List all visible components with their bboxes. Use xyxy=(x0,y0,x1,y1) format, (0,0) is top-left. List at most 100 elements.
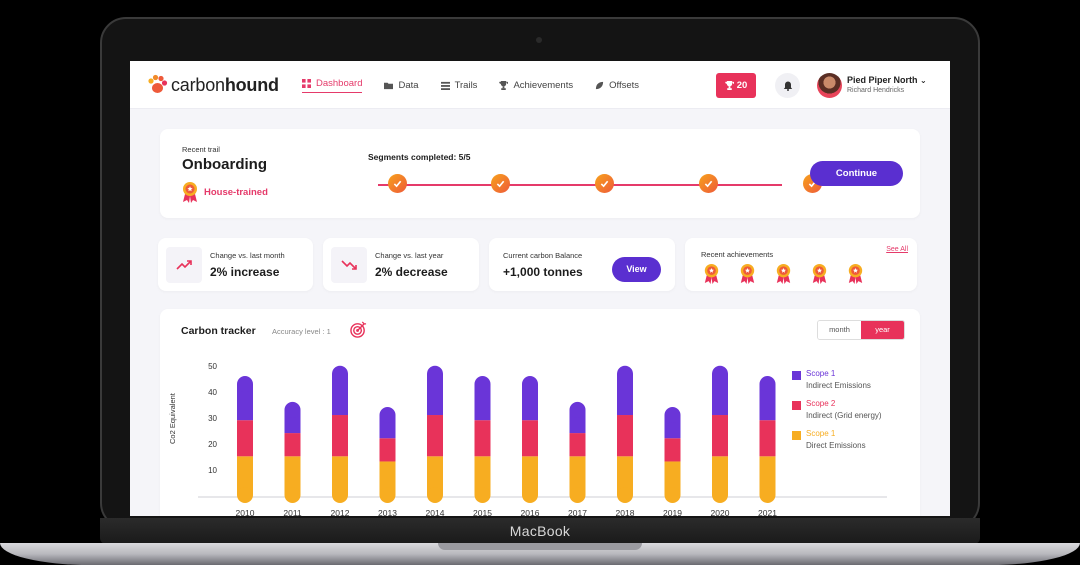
toggle-year[interactable]: year xyxy=(861,321,904,339)
x-tick-label: 2019 xyxy=(663,508,682,516)
nav-offsets[interactable]: Offsets xyxy=(595,78,639,93)
continue-button[interactable]: Continue xyxy=(810,161,903,186)
toggle-month[interactable]: month xyxy=(818,321,861,339)
notifications-button[interactable] xyxy=(775,73,800,98)
bar-segment[interactable] xyxy=(237,384,253,421)
list-icon xyxy=(440,81,450,90)
legend-item[interactable]: Scope 1 Direct Emissions xyxy=(792,429,882,450)
segments-progress-line xyxy=(378,184,782,186)
main-nav: Dashboard Data Trails Achievements Offse… xyxy=(302,78,639,93)
check-icon xyxy=(600,180,609,188)
carbon-balance-label: Current carbon Balance xyxy=(503,251,583,260)
x-tick-label: 2021 xyxy=(758,508,777,516)
bar-segment[interactable] xyxy=(569,433,586,457)
bar-cap-bottom xyxy=(474,487,491,503)
logo-text-light: carbon xyxy=(171,74,225,95)
bar-segment[interactable] xyxy=(569,456,586,495)
bar-segment[interactable] xyxy=(474,420,491,457)
nav-dashboard[interactable]: Dashboard xyxy=(302,78,363,93)
bar-segment[interactable] xyxy=(759,456,776,495)
bar-segment[interactable] xyxy=(522,456,538,495)
check-icon xyxy=(393,180,401,188)
nav-data[interactable]: Data xyxy=(384,78,419,93)
bar-segment[interactable] xyxy=(332,456,348,495)
bar-segment[interactable] xyxy=(522,420,538,457)
logo[interactable]: carbonhound xyxy=(146,74,279,96)
achievements-row xyxy=(703,263,864,289)
bar-cap-top xyxy=(522,376,538,393)
bar-cap-top xyxy=(427,365,443,382)
bar-segment[interactable] xyxy=(379,438,396,462)
achievement-medal-icon[interactable] xyxy=(847,263,864,289)
recent-achievements-card: Recent achievements See All xyxy=(685,238,917,291)
bar-segment[interactable] xyxy=(617,415,633,457)
bar-segment[interactable] xyxy=(284,456,301,495)
bar-segment[interactable] xyxy=(379,461,396,495)
x-tick-label: 2014 xyxy=(426,508,445,516)
app-screen: carbonhound Dashboard Data Trails Achiev… xyxy=(130,61,950,516)
bar-segment[interactable] xyxy=(284,433,301,457)
month-change-card: Change vs. last month 2% increase xyxy=(158,238,313,291)
avatar[interactable] xyxy=(817,73,842,98)
achievement-medal-icon[interactable] xyxy=(739,263,756,289)
folder-icon xyxy=(384,82,394,90)
device-label: MacBook xyxy=(509,523,571,539)
medal-icon xyxy=(183,182,197,203)
bar-segment[interactable] xyxy=(474,384,491,421)
bar-cap-top xyxy=(474,376,491,393)
user-menu[interactable]: Pied Piper North ⌄ xyxy=(847,75,927,85)
bar-segment[interactable] xyxy=(664,438,681,462)
legend-series-name: Scope 1 xyxy=(806,429,836,438)
bar-segment[interactable] xyxy=(712,456,728,495)
nav-achievements[interactable]: Achievements xyxy=(499,78,573,93)
achievement-medal-icon[interactable] xyxy=(811,263,828,289)
segment-complete-dot xyxy=(387,174,407,193)
bar-segment[interactable] xyxy=(712,415,728,457)
carbon-balance-value: +1,000 tonnes xyxy=(503,265,583,279)
bar-segment[interactable] xyxy=(759,384,776,421)
bar-segment[interactable] xyxy=(332,373,348,416)
bar-cap-bottom xyxy=(664,487,681,503)
bar-cap-top xyxy=(712,365,728,382)
x-tick-label: 2016 xyxy=(521,508,540,516)
bar-segment[interactable] xyxy=(237,456,253,495)
bar-segment[interactable] xyxy=(332,415,348,457)
x-tick-label: 2020 xyxy=(711,508,730,516)
segment-complete-dot xyxy=(698,174,718,193)
bar-segment[interactable] xyxy=(427,373,443,416)
bar-segment[interactable] xyxy=(759,420,776,457)
achievement-medal-icon[interactable] xyxy=(775,263,792,289)
period-toggle: month year xyxy=(817,320,905,340)
bar-segment[interactable] xyxy=(617,373,633,416)
bar-cap-bottom xyxy=(379,487,396,503)
segment-complete-dot xyxy=(595,174,614,193)
achievement-medal-icon[interactable] xyxy=(703,263,720,289)
logo-text-bold: hound xyxy=(224,74,279,95)
y-tick-label: 20 xyxy=(208,440,217,449)
bar-segment[interactable] xyxy=(712,373,728,416)
trophy-icon xyxy=(499,81,509,90)
bar-segment[interactable] xyxy=(617,456,633,495)
bar-cap-bottom xyxy=(237,487,253,503)
bar-cap-top xyxy=(569,401,586,418)
trend-up-icon xyxy=(166,247,202,283)
bar-segment[interactable] xyxy=(427,415,443,457)
view-button[interactable]: View xyxy=(612,257,661,282)
legend-swatch xyxy=(792,371,801,380)
legend-item[interactable]: Scope 1 Indirect Emissions xyxy=(792,369,882,390)
tracker-title: Carbon tracker xyxy=(181,325,256,337)
bar-segment[interactable] xyxy=(427,456,443,495)
bar-segment[interactable] xyxy=(664,461,681,495)
see-all-link[interactable]: See All xyxy=(886,246,908,253)
trophy-count-button[interactable]: 20 xyxy=(716,73,756,98)
nav-data-label: Data xyxy=(398,80,419,91)
month-change-label: Change vs. last month xyxy=(210,251,285,260)
bar-segment[interactable] xyxy=(522,384,538,421)
legend-item[interactable]: Scope 2 Indirect (Grid energy) xyxy=(792,399,882,420)
nav-trails[interactable]: Trails xyxy=(440,78,477,93)
bar-segment[interactable] xyxy=(474,456,491,495)
trend-down-icon xyxy=(331,247,367,283)
bar-cap-top xyxy=(379,407,396,424)
laptop-chin: MacBook xyxy=(100,518,980,544)
bar-segment[interactable] xyxy=(237,420,253,457)
